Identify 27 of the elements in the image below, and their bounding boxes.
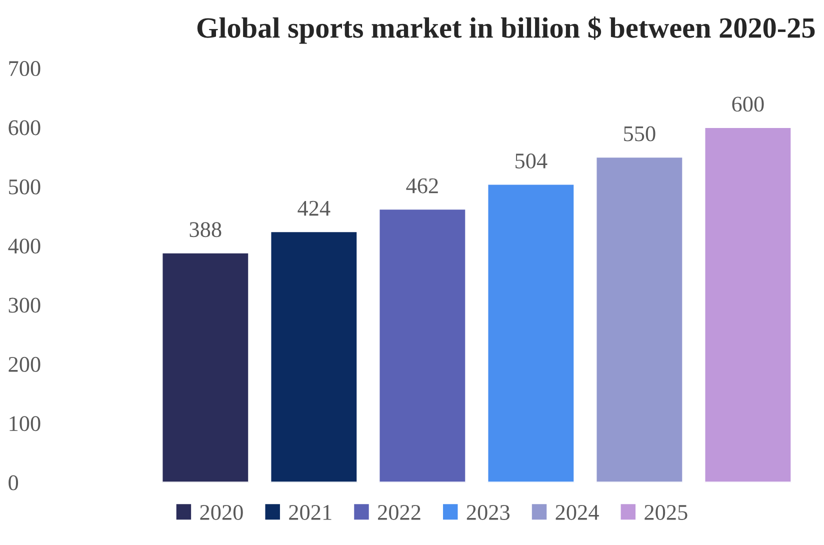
legend-label: 2025 xyxy=(644,504,688,520)
bar xyxy=(595,156,684,482)
y-tick-label: 100 xyxy=(10,416,40,432)
bar xyxy=(486,183,576,482)
legend-label: 2023 xyxy=(466,504,510,520)
legend-label: 2020 xyxy=(200,504,243,520)
y-tick-label: 400 xyxy=(8,238,40,254)
legend-label: 2022 xyxy=(378,504,420,520)
data-label: 424 xyxy=(298,200,330,216)
bar xyxy=(161,252,250,482)
data-label: 550 xyxy=(624,126,656,142)
legend-label: 2024 xyxy=(556,504,599,520)
bar xyxy=(704,126,792,482)
data-label: 462 xyxy=(406,178,438,194)
data-label: 504 xyxy=(516,153,548,168)
data-label: 600 xyxy=(732,96,764,112)
y-tick-label: 500 xyxy=(9,179,40,194)
y-tick-label: 0 xyxy=(8,475,18,490)
data-label: 388 xyxy=(190,222,222,238)
y-tick-label: 600 xyxy=(8,120,40,136)
chart-title: Global sports market in billion $ between 2020-25 xyxy=(197,16,815,44)
legend-label: 2021 xyxy=(289,504,332,520)
bar xyxy=(378,208,467,482)
y-tick-label: 200 xyxy=(8,356,40,372)
y-tick-label: 700 xyxy=(9,61,40,76)
y-tick-label: 300 xyxy=(8,298,40,313)
bar xyxy=(270,230,358,482)
